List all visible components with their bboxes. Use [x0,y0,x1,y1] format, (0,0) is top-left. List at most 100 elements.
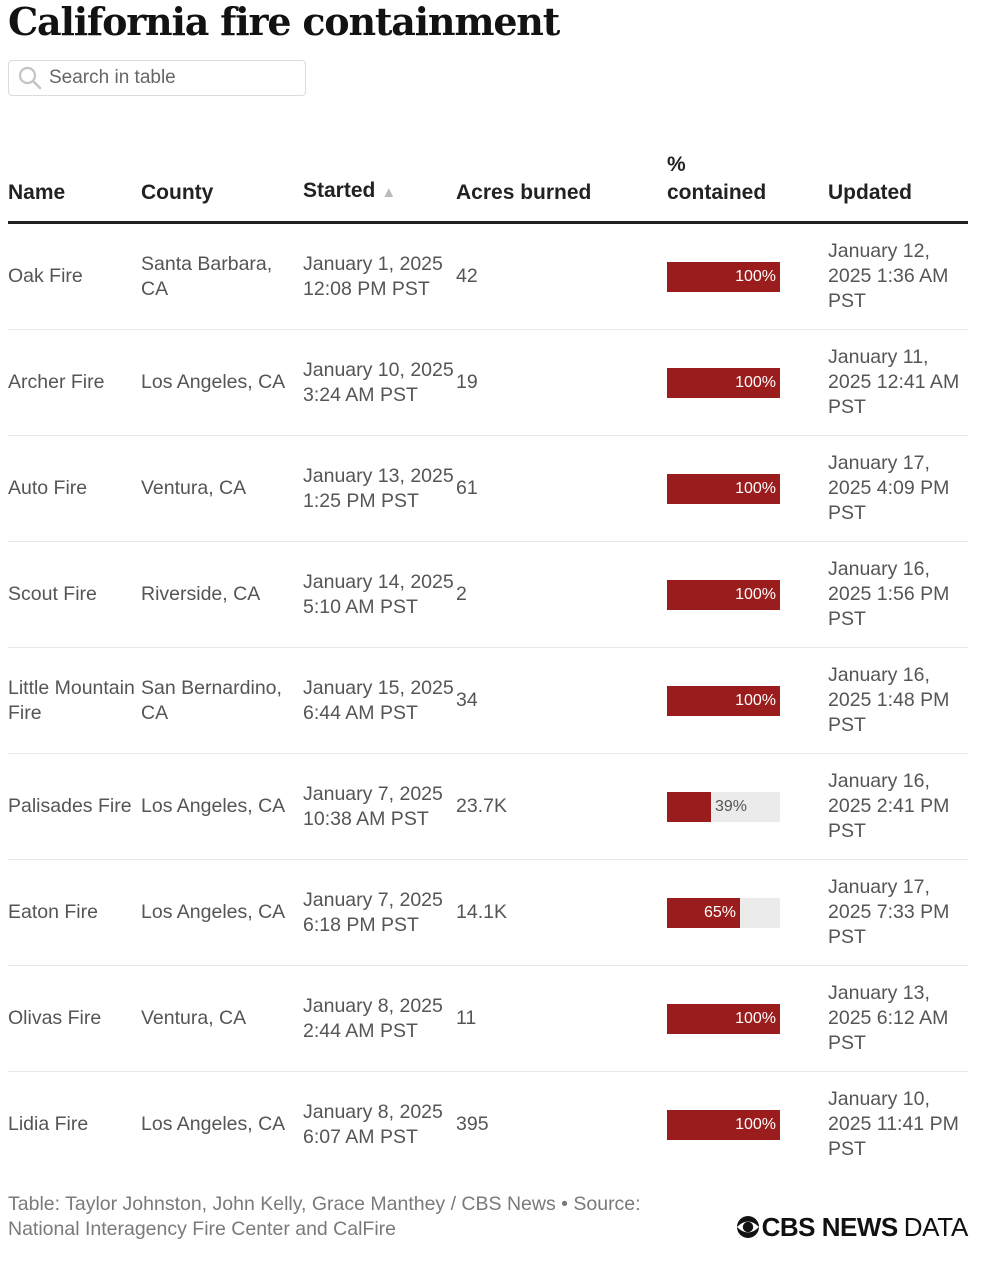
cell-started: January 7, 2025 10:38 AM PST [303,753,456,860]
cell-updated: January 17, 2025 7:33 PM PST [828,859,968,966]
contained-bar: 100% [667,367,780,398]
cell-started: January 13, 2025 1:25 PM PST [303,435,456,542]
table-row: Lidia Fire Los Angeles, CA January 8, 2025… [8,1072,968,1178]
cell-contained: 65% [667,859,828,966]
table-row: Olivas Fire Ventura, CA January 8, 2025 2:… [8,965,968,1072]
cell-updated: January 16, 2025 1:48 PM PST [828,647,968,754]
cell-updated: January 16, 2025 1:56 PM PST [828,541,968,648]
cell-name: Auto Fire [8,435,141,542]
contained-bar: 100% [667,261,780,292]
contained-bar: 100% [667,1109,780,1140]
column-header-contained[interactable]: % contained [667,130,828,224]
contained-bar-label: 100% [735,691,776,709]
cell-name: Archer Fire [8,329,141,436]
cell-county: Los Angeles, CA [141,329,303,436]
cell-contained: 100% [667,222,828,330]
logo-suffix: DATA [903,1211,969,1242]
cell-started: January 8, 2025 2:44 AM PST [303,965,456,1072]
cbs-news-data-logo: CBS NEWS DATA [736,1212,968,1242]
cell-acres: 11 [456,965,667,1072]
cell-county: Los Angeles, CA [141,1113,286,1135]
contained-bar-fill [667,685,780,716]
table-row: Little Mountain Fire San Bernardino, CA Ja… [8,647,968,754]
table-header-row: Name County Started ▲ Acres burned % conta… [8,130,968,224]
contained-bar-label: 100% [735,1115,776,1133]
cell-started: January 7, 2025 6:18 PM PST [303,859,456,966]
cell-started: January 14, 2025 5:10 AM PST [303,541,456,648]
table-row: Palisades Fire Los Angeles, CA January 7, … [8,753,968,860]
contained-bar-fill [667,1003,780,1034]
contained-bar-label: 100% [735,373,776,391]
cell-acres: 395 [456,1113,489,1135]
cbs-eye-icon [736,1216,759,1238]
cell-updated: January 12, 2025 1:36 AM PST [828,222,968,330]
column-header-name[interactable]: Name [8,130,141,224]
cell-updated: January 13, 2025 6:12 AM PST [828,965,968,1072]
cell-updated: January 11, 2025 12:41 AM PST [828,329,968,436]
column-header-county[interactable]: County [141,130,303,224]
contained-bar-label: 100% [735,479,776,497]
contained-bar-label: 100% [735,585,776,603]
cell-acres: 19 [456,329,667,436]
contained-bar: 100% [667,1003,780,1034]
cell-name: Oak Fire [8,222,141,330]
cell-county: Los Angeles, CA [141,859,303,966]
cell-started: January 8, 2025 6:07 AM PST [303,1100,443,1148]
cell-county: San Bernardino, CA [141,647,303,754]
cell-name: Olivas Fire [8,965,141,1072]
cell-name: Palisades Fire [8,753,141,860]
column-header-contained-line2: contained [667,181,767,204]
contained-bar-label: 100% [735,267,776,285]
column-header-acres[interactable]: Acres burned [456,130,667,224]
contained-bar: 100% [667,685,780,716]
contained-bar: 65% [667,897,780,928]
cell-name: Lidia Fire [8,1113,89,1135]
column-header-updated[interactable]: Updated [828,130,968,224]
contained-bar-fill [667,367,780,398]
table-row: Eaton Fire Los Angeles, CA January 7, 2025… [8,859,968,966]
fire-table: Name County Started ▲ Acres burned % conta… [8,130,968,1177]
cell-county: Riverside, CA [141,541,303,648]
cell-contained: 100% [667,1072,828,1178]
contained-bar-fill [667,473,780,504]
logo-brand: CBS NEWS [761,1211,899,1242]
table-row: Scout Fire Riverside, CA January 14, 2025 … [8,541,968,648]
cell-contained: 39% [667,753,828,860]
contained-bar: 100% [667,579,780,610]
cell-acres: 42 [456,222,667,330]
cell-name: Scout Fire [8,541,141,648]
sort-ascending-icon: ▲ [381,184,397,201]
cell-acres: 23.7K [456,753,667,860]
cell-contained: 100% [667,329,828,436]
contained-bar-label: 100% [735,1009,776,1027]
contained-bar: 100% [667,473,780,504]
contained-bar-fill [667,579,780,610]
table-row: Archer Fire Los Angeles, CA January 10, 20… [8,329,968,436]
contained-bar: 39% [667,791,780,822]
cell-acres: 61 [456,435,667,542]
cell-contained: 100% [667,435,828,542]
search-box[interactable] [8,60,306,96]
column-header-started-label: Started [303,179,376,202]
column-header-contained-line1: % [667,153,686,176]
search-input[interactable] [49,67,289,89]
cell-started: January 15, 2025 6:44 AM PST [303,647,456,754]
cell-county: Ventura, CA [141,965,303,1072]
cell-updated: January 17, 2025 4:09 PM PST [828,435,968,542]
cell-county: Los Angeles, CA [141,753,303,860]
contained-bar-label: 39% [715,797,748,815]
cell-started: January 1, 2025 12:08 PM PST [303,222,456,330]
cell-acres: 2 [456,541,667,648]
cell-name: Eaton Fire [8,859,141,966]
cell-updated: January 16, 2025 2:41 PM PST [828,753,968,860]
contained-bar-fill [667,1109,780,1140]
contained-bar-label: 65% [703,903,736,921]
search-icon [18,66,42,90]
column-header-started[interactable]: Started ▲ [303,130,456,224]
cell-contained: 100% [667,541,828,648]
table-row: Oak Fire Santa Barbara, CA January 1, 2025… [8,222,968,330]
cell-name: Little Mountain Fire [8,647,141,754]
cell-started: January 10, 2025 3:24 AM PST [303,329,456,436]
cell-acres: 14.1K [456,859,667,966]
contained-bar-fill [667,791,711,822]
